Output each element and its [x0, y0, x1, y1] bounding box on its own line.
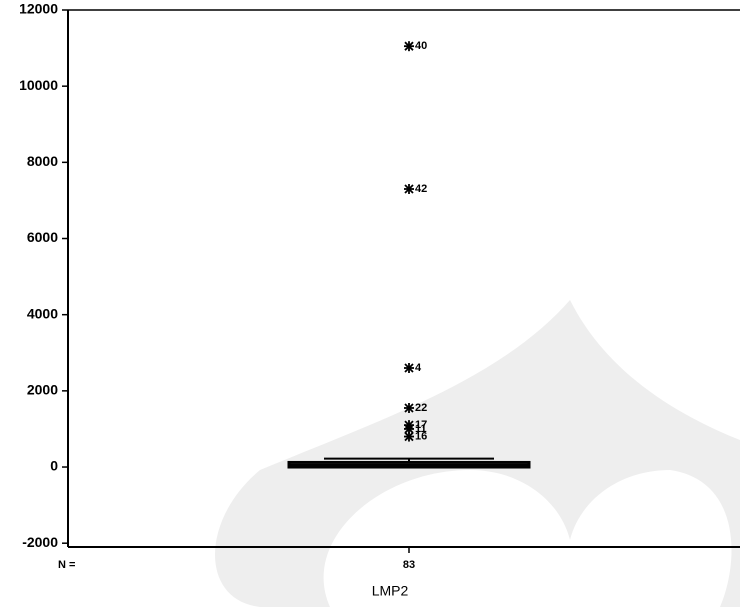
- outlier-label: 40: [415, 40, 427, 52]
- outlier: [404, 403, 414, 413]
- outlier-label: 42: [415, 183, 427, 195]
- y-tick-label: 2000: [27, 382, 58, 398]
- outlier: [404, 363, 414, 373]
- outlier: [404, 184, 414, 194]
- y-tick-label: -2000: [22, 534, 58, 550]
- n-label: N =: [58, 559, 75, 571]
- x-axis-label: LMP2: [372, 583, 409, 599]
- outlier: [404, 41, 414, 51]
- watermark: [215, 300, 740, 607]
- outlier: [404, 432, 414, 442]
- outlier-label: 16: [415, 430, 427, 442]
- chart: LMP2 N = -2000 0 2000 4000 6000 8000 10000 1200…: [0, 0, 740, 607]
- y-tick-label: 0: [50, 458, 58, 474]
- y-tick-label: 4000: [27, 305, 58, 321]
- y-tick-label: 10000: [19, 77, 58, 93]
- outlier-label: 22: [415, 402, 427, 414]
- y-tick-label: 6000: [27, 229, 58, 245]
- y-tick-label: 8000: [27, 153, 58, 169]
- y-tick-label: 12000: [19, 1, 58, 17]
- outlier-label: 4: [415, 362, 422, 374]
- n-value: 83: [403, 559, 415, 571]
